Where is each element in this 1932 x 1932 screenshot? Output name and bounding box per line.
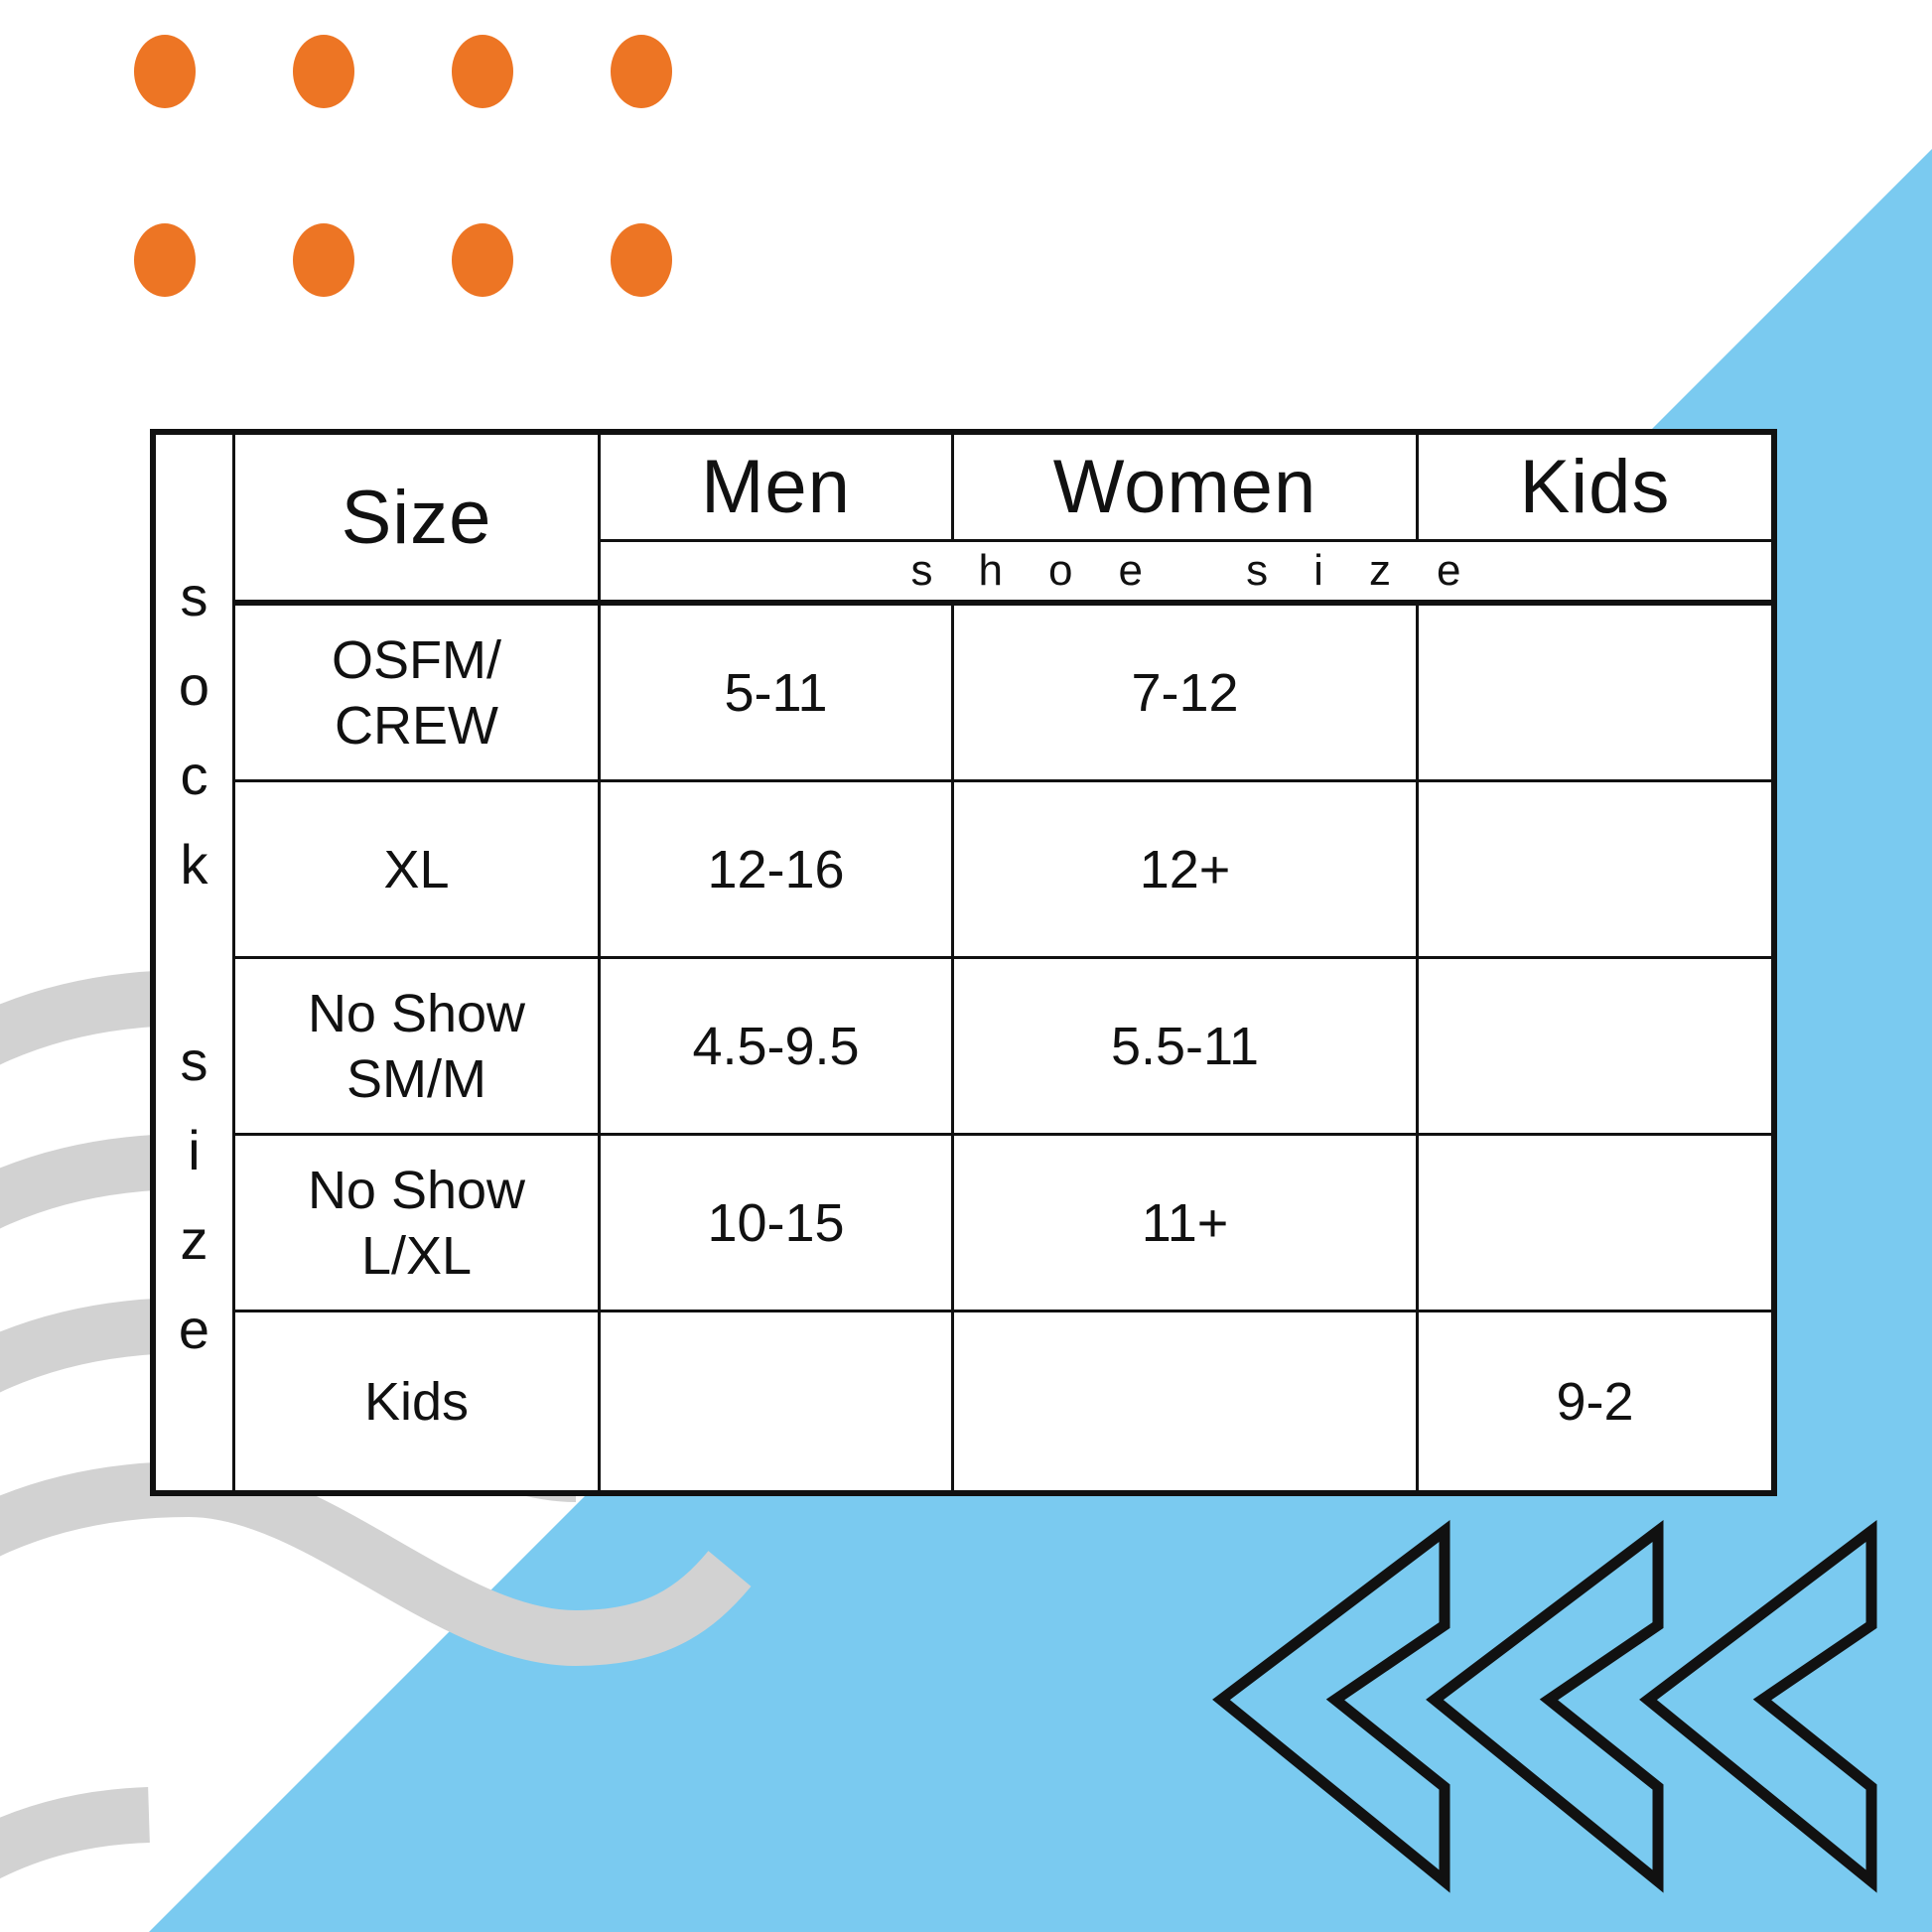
cell-kids-xl	[1419, 782, 1771, 959]
triple-left-chevrons-icon	[1212, 1519, 1877, 1893]
cell-value: 12-16	[707, 839, 845, 899]
column-header-size: Size	[235, 435, 601, 606]
cell-men-kids	[601, 1312, 954, 1490]
orange-dots-pattern	[134, 35, 672, 297]
size-chart-table: s o c k s i z e Size Men Women Kids shoe…	[150, 429, 1777, 1496]
column-header-size-label: Size	[341, 475, 492, 560]
cell-kids-noshow-smm	[1419, 959, 1771, 1136]
column-header-kids: Kids	[1419, 435, 1771, 542]
subheader-shoe-size-label: shoe size	[910, 546, 1507, 595]
row-label-xl: XL	[235, 782, 601, 959]
vertical-axis-label-sock-size: s o c k s i z e	[156, 435, 235, 1490]
vertical-word-size: s i z e	[178, 1029, 210, 1360]
column-header-men-label: Men	[701, 445, 851, 529]
cell-value: 4.5-9.5	[692, 1016, 860, 1076]
vertical-word-sock: s o c k	[178, 564, 210, 896]
cell-women-osfm: 7-12	[954, 606, 1419, 782]
row-label-noshow-smm: No Show SM/M	[235, 959, 601, 1136]
row-label-text: XL	[383, 839, 450, 899]
row-label-kids: Kids	[235, 1312, 601, 1490]
row-label-osfm-crew: OSFM/ CREW	[235, 606, 601, 782]
cell-men-osfm: 5-11	[601, 606, 954, 782]
cell-women-kids	[954, 1312, 1419, 1490]
cell-women-noshow-smm: 5.5-11	[954, 959, 1419, 1136]
cell-women-noshow-lxl: 11+	[954, 1136, 1419, 1312]
column-header-women: Women	[954, 435, 1419, 542]
row-label-text: OSFM/ CREW	[332, 629, 501, 756]
cell-value: 12+	[1139, 839, 1231, 899]
cell-value: 5.5-11	[1110, 1016, 1260, 1076]
cell-value: 5-11	[724, 662, 828, 723]
row-label-text: No Show SM/M	[307, 983, 526, 1109]
row-label-text: No Show L/XL	[307, 1160, 526, 1286]
cell-men-noshow-smm: 4.5-9.5	[601, 959, 954, 1136]
column-header-women-label: Women	[1052, 445, 1317, 529]
cell-value: 10-15	[707, 1192, 845, 1253]
row-label-noshow-lxl: No Show L/XL	[235, 1136, 601, 1312]
column-header-men: Men	[601, 435, 954, 542]
cell-value: 9-2	[1556, 1371, 1634, 1432]
cell-value: 11+	[1141, 1192, 1229, 1253]
cell-men-noshow-lxl: 10-15	[601, 1136, 954, 1312]
cell-men-xl: 12-16	[601, 782, 954, 959]
subheader-shoe-size: shoe size	[601, 542, 1771, 606]
cell-women-xl: 12+	[954, 782, 1419, 959]
cell-kids-kids: 9-2	[1419, 1312, 1771, 1490]
cell-kids-osfm	[1419, 606, 1771, 782]
row-label-text: Kids	[363, 1371, 470, 1432]
cell-value: 7-12	[1131, 662, 1239, 723]
cell-kids-noshow-lxl	[1419, 1136, 1771, 1312]
column-header-kids-label: Kids	[1519, 445, 1671, 529]
